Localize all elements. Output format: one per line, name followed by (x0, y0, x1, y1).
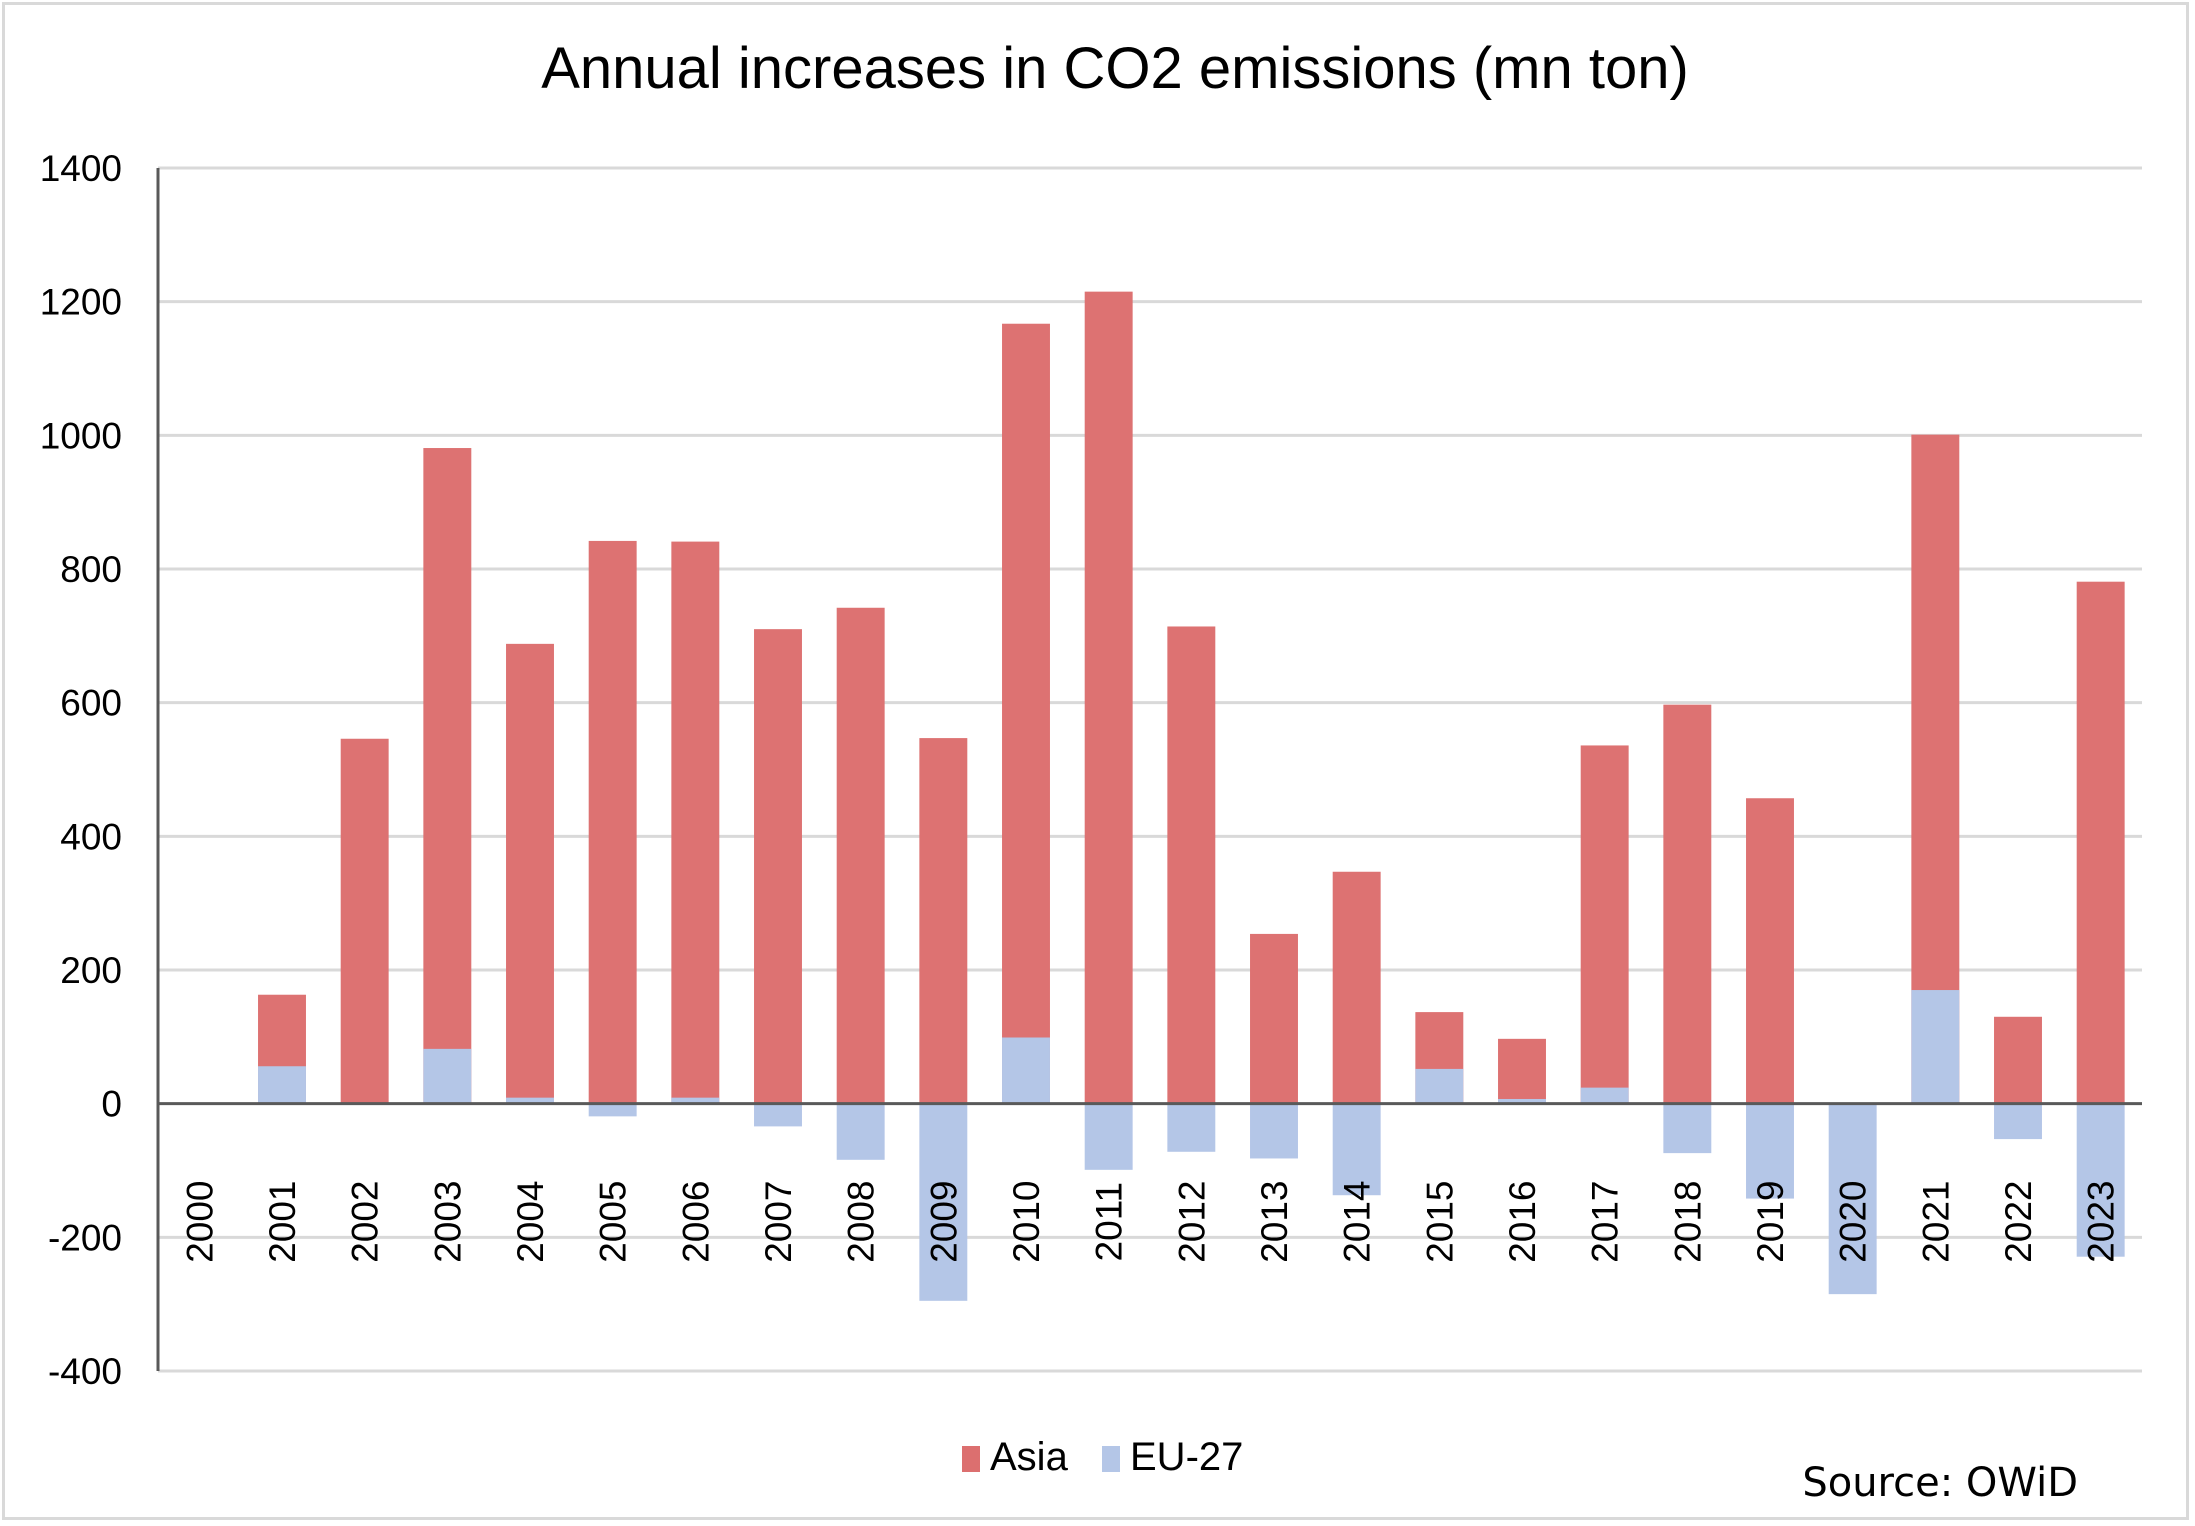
x-tick-label: 2002 (345, 1181, 386, 1263)
x-tick-label: 2011 (1089, 1182, 1130, 1262)
bar-asia-2002 (340, 738, 389, 1104)
y-tick-label: -200 (48, 1217, 122, 1258)
y-tick-label: 600 (60, 683, 122, 724)
bar-eu-27-2010 (1002, 1037, 1050, 1104)
chart-title: Annual increases in CO2 emissions (mn to… (541, 36, 1689, 101)
x-tick-label: 2014 (1337, 1181, 1378, 1263)
bar-asia-2010 (1002, 323, 1050, 1104)
x-tick-label: 2016 (1502, 1181, 1543, 1263)
bar-asia-2019 (1746, 798, 1794, 1104)
x-tick-label: 2023 (2081, 1181, 2122, 1263)
x-tick-label: 2010 (1006, 1181, 1047, 1263)
series-eu-27 (258, 990, 2125, 1301)
y-tick-label: 400 (60, 816, 122, 857)
bar-eu-27-2017 (1580, 1087, 1629, 1104)
x-tick-label: 2019 (1750, 1181, 1791, 1263)
x-tick-label: 2003 (427, 1181, 468, 1263)
bar-eu-27-2016 (1498, 1098, 1546, 1104)
bar-asia-2003 (423, 448, 472, 1104)
y-axis-ticks: 1400 1200 1000 800 600 400 200 0 -200 -400 (40, 148, 122, 1392)
bar-eu-27-2018 (1663, 1103, 1712, 1154)
x-tick-label: 2005 (593, 1181, 634, 1263)
bar-eu-27-2005 (588, 1103, 637, 1117)
source-annotation: Source: OWiD (1802, 1460, 2078, 1506)
bar-asia-2009 (919, 738, 968, 1104)
x-axis-ticks: 2000 2001 2002 2003 2004 2005 2006 2007 2008 2009… (179, 1181, 2121, 1263)
bar-eu-27-2009 (919, 1103, 968, 1301)
x-tick-label: 2006 (675, 1181, 716, 1263)
x-tick-label: 2008 (841, 1181, 882, 1263)
y-tick-label: 200 (60, 950, 122, 991)
bar-asia-2004 (506, 643, 554, 1104)
bar-eu-27-2007 (754, 1103, 802, 1127)
bar-eu-27-2003 (423, 1048, 472, 1104)
bar-eu-27-2020 (1828, 1103, 1877, 1295)
bar-eu-27-2022 (1994, 1103, 2042, 1140)
bar-eu-27-2012 (1167, 1103, 1216, 1152)
x-tick-label: 2000 (179, 1181, 220, 1263)
series-asia (258, 291, 2125, 1104)
x-tick-label: 2020 (1833, 1181, 1874, 1263)
x-tick-label: 2009 (923, 1181, 964, 1263)
x-tick-label: 2013 (1254, 1181, 1295, 1263)
axes (156, 168, 2142, 1371)
x-tick-label: 2001 (262, 1181, 303, 1263)
bar-asia-2008 (836, 607, 885, 1104)
bar-asia-2017 (1580, 745, 1629, 1104)
bar-asia-2014 (1332, 871, 1381, 1104)
bar-asia-2012 (1167, 626, 1216, 1104)
bar-asia-2016 (1498, 1038, 1546, 1104)
bar-eu-27-2004 (506, 1097, 554, 1104)
bar-asia-2022 (1994, 1016, 2042, 1104)
x-tick-label: 2022 (1998, 1181, 2039, 1263)
x-tick-label: 2017 (1585, 1181, 1626, 1263)
legend-label-asia: Asia (990, 1435, 1069, 1479)
bar-eu-27-2013 (1250, 1103, 1298, 1159)
y-tick-label: 800 (60, 549, 122, 590)
bar-asia-2011 (1084, 291, 1133, 1104)
x-tick-label: 2015 (1419, 1181, 1460, 1263)
legend: Asia EU-27 (962, 1435, 1243, 1479)
legend-swatch-asia (962, 1446, 980, 1472)
bar-eu-27-2006 (671, 1097, 720, 1104)
bar-asia-2006 (671, 541, 720, 1104)
bar-asia-2013 (1250, 933, 1298, 1104)
bar-eu-27-2015 (1415, 1068, 1464, 1104)
bar-eu-27-2011 (1084, 1103, 1133, 1170)
y-tick-label: -400 (48, 1351, 122, 1392)
y-tick-label: 1200 (40, 282, 122, 323)
legend-label-eu-27: EU-27 (1130, 1435, 1243, 1479)
y-tick-label: 1400 (40, 148, 122, 189)
x-tick-label: 2004 (510, 1181, 551, 1263)
bar-asia-2005 (588, 540, 637, 1104)
bar-eu-27-2021 (1911, 990, 1960, 1104)
bar-asia-2023 (2076, 581, 2125, 1104)
bar-eu-27-2023 (2076, 1103, 2125, 1257)
gridlines (158, 166, 2142, 1373)
bar-asia-2018 (1663, 704, 1712, 1104)
y-tick-label: 1000 (40, 415, 122, 456)
x-tick-label: 2012 (1171, 1181, 1212, 1263)
x-tick-label: 2018 (1667, 1181, 1708, 1263)
x-tick-label: 2021 (1915, 1181, 1956, 1263)
bar-eu-27-2008 (836, 1103, 885, 1160)
bar-eu-27-2001 (258, 1066, 306, 1104)
bar-asia-2007 (754, 629, 802, 1104)
y-tick-label: 0 (101, 1084, 122, 1125)
bar-eu-27-2019 (1746, 1103, 1794, 1199)
legend-swatch-eu-27 (1102, 1446, 1120, 1472)
bar-eu-27-2014 (1332, 1103, 1381, 1196)
x-tick-label: 2007 (758, 1181, 799, 1263)
